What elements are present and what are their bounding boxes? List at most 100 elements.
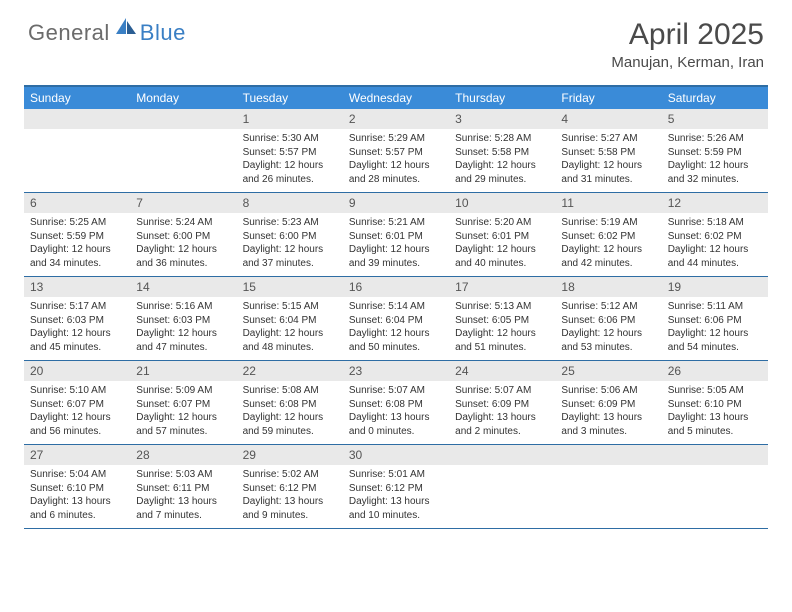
calendar-day: 23Sunrise: 5:07 AMSunset: 6:08 PMDayligh… <box>343 361 449 444</box>
day-number: 16 <box>343 277 449 297</box>
calendar-day: 26Sunrise: 5:05 AMSunset: 6:10 PMDayligh… <box>662 361 768 444</box>
calendar-day: 3Sunrise: 5:28 AMSunset: 5:58 PMDaylight… <box>449 109 555 192</box>
calendar-body: ..1Sunrise: 5:30 AMSunset: 5:57 PMDaylig… <box>24 109 768 529</box>
calendar-day-empty: . <box>662 445 768 528</box>
calendar-day: 20Sunrise: 5:10 AMSunset: 6:07 PMDayligh… <box>24 361 130 444</box>
calendar-day: 9Sunrise: 5:21 AMSunset: 6:01 PMDaylight… <box>343 193 449 276</box>
day-info: Sunrise: 5:15 AMSunset: 6:04 PMDaylight:… <box>237 297 343 354</box>
day-info: Sunrise: 5:17 AMSunset: 6:03 PMDaylight:… <box>24 297 130 354</box>
day-number: 17 <box>449 277 555 297</box>
day-info: Sunrise: 5:27 AMSunset: 5:58 PMDaylight:… <box>555 129 661 186</box>
day-info: Sunrise: 5:21 AMSunset: 6:01 PMDaylight:… <box>343 213 449 270</box>
day-info: Sunrise: 5:12 AMSunset: 6:06 PMDaylight:… <box>555 297 661 354</box>
weekday-label: Saturday <box>662 87 768 109</box>
day-number: . <box>555 445 661 465</box>
calendar-day: 16Sunrise: 5:14 AMSunset: 6:04 PMDayligh… <box>343 277 449 360</box>
calendar-day: 4Sunrise: 5:27 AMSunset: 5:58 PMDaylight… <box>555 109 661 192</box>
day-number: 6 <box>24 193 130 213</box>
day-number: . <box>130 109 236 129</box>
day-info: Sunrise: 5:28 AMSunset: 5:58 PMDaylight:… <box>449 129 555 186</box>
day-info: Sunrise: 5:11 AMSunset: 6:06 PMDaylight:… <box>662 297 768 354</box>
day-number: 28 <box>130 445 236 465</box>
day-number: 19 <box>662 277 768 297</box>
day-number: 12 <box>662 193 768 213</box>
weekday-label: Wednesday <box>343 87 449 109</box>
day-number: 24 <box>449 361 555 381</box>
day-number: . <box>24 109 130 129</box>
day-number: 8 <box>237 193 343 213</box>
day-number: . <box>449 445 555 465</box>
day-number: 14 <box>130 277 236 297</box>
day-number: 29 <box>237 445 343 465</box>
day-info: Sunrise: 5:08 AMSunset: 6:08 PMDaylight:… <box>237 381 343 438</box>
calendar-day: 7Sunrise: 5:24 AMSunset: 6:00 PMDaylight… <box>130 193 236 276</box>
logo-sail-icon <box>116 18 138 41</box>
calendar-day: 29Sunrise: 5:02 AMSunset: 6:12 PMDayligh… <box>237 445 343 528</box>
day-info: Sunrise: 5:16 AMSunset: 6:03 PMDaylight:… <box>130 297 236 354</box>
day-number: 4 <box>555 109 661 129</box>
calendar-day: 13Sunrise: 5:17 AMSunset: 6:03 PMDayligh… <box>24 277 130 360</box>
calendar-week: 27Sunrise: 5:04 AMSunset: 6:10 PMDayligh… <box>24 445 768 529</box>
calendar-day: 24Sunrise: 5:07 AMSunset: 6:09 PMDayligh… <box>449 361 555 444</box>
day-info: Sunrise: 5:05 AMSunset: 6:10 PMDaylight:… <box>662 381 768 438</box>
calendar-day: 8Sunrise: 5:23 AMSunset: 6:00 PMDaylight… <box>237 193 343 276</box>
calendar-day: 2Sunrise: 5:29 AMSunset: 5:57 PMDaylight… <box>343 109 449 192</box>
weekday-label: Tuesday <box>237 87 343 109</box>
day-info: Sunrise: 5:25 AMSunset: 5:59 PMDaylight:… <box>24 213 130 270</box>
logo: General Blue <box>28 18 186 47</box>
day-info: Sunrise: 5:20 AMSunset: 6:01 PMDaylight:… <box>449 213 555 270</box>
calendar-day: 1Sunrise: 5:30 AMSunset: 5:57 PMDaylight… <box>237 109 343 192</box>
day-number: 15 <box>237 277 343 297</box>
day-number: 26 <box>662 361 768 381</box>
calendar-day: 5Sunrise: 5:26 AMSunset: 5:59 PMDaylight… <box>662 109 768 192</box>
day-info: Sunrise: 5:30 AMSunset: 5:57 PMDaylight:… <box>237 129 343 186</box>
calendar-day: 28Sunrise: 5:03 AMSunset: 6:11 PMDayligh… <box>130 445 236 528</box>
weekday-label: Friday <box>555 87 661 109</box>
day-number: 23 <box>343 361 449 381</box>
day-info: Sunrise: 5:09 AMSunset: 6:07 PMDaylight:… <box>130 381 236 438</box>
calendar-day: 17Sunrise: 5:13 AMSunset: 6:05 PMDayligh… <box>449 277 555 360</box>
day-info: Sunrise: 5:02 AMSunset: 6:12 PMDaylight:… <box>237 465 343 522</box>
calendar-day: 6Sunrise: 5:25 AMSunset: 5:59 PMDaylight… <box>24 193 130 276</box>
day-info: Sunrise: 5:24 AMSunset: 6:00 PMDaylight:… <box>130 213 236 270</box>
calendar-day-empty: . <box>130 109 236 192</box>
calendar-day: 25Sunrise: 5:06 AMSunset: 6:09 PMDayligh… <box>555 361 661 444</box>
day-number: 11 <box>555 193 661 213</box>
location-text: Manujan, Kerman, Iran <box>611 54 764 71</box>
day-number: 27 <box>24 445 130 465</box>
day-number: 18 <box>555 277 661 297</box>
calendar-day-empty: . <box>555 445 661 528</box>
header: General Blue April 2025 Manujan, Kerman,… <box>0 0 792 77</box>
page-title: April 2025 <box>611 18 764 52</box>
day-info: Sunrise: 5:13 AMSunset: 6:05 PMDaylight:… <box>449 297 555 354</box>
day-number: 30 <box>343 445 449 465</box>
day-number: 3 <box>449 109 555 129</box>
day-number: 1 <box>237 109 343 129</box>
calendar: SundayMondayTuesdayWednesdayThursdayFrid… <box>24 85 768 529</box>
day-info: Sunrise: 5:07 AMSunset: 6:08 PMDaylight:… <box>343 381 449 438</box>
day-info: Sunrise: 5:04 AMSunset: 6:10 PMDaylight:… <box>24 465 130 522</box>
title-block: April 2025 Manujan, Kerman, Iran <box>611 18 764 71</box>
day-info: Sunrise: 5:29 AMSunset: 5:57 PMDaylight:… <box>343 129 449 186</box>
calendar-day: 30Sunrise: 5:01 AMSunset: 6:12 PMDayligh… <box>343 445 449 528</box>
calendar-day: 10Sunrise: 5:20 AMSunset: 6:01 PMDayligh… <box>449 193 555 276</box>
day-number: 5 <box>662 109 768 129</box>
day-number: 13 <box>24 277 130 297</box>
day-number: . <box>662 445 768 465</box>
calendar-day: 18Sunrise: 5:12 AMSunset: 6:06 PMDayligh… <box>555 277 661 360</box>
calendar-day: 14Sunrise: 5:16 AMSunset: 6:03 PMDayligh… <box>130 277 236 360</box>
weekday-label: Thursday <box>449 87 555 109</box>
day-info: Sunrise: 5:03 AMSunset: 6:11 PMDaylight:… <box>130 465 236 522</box>
day-info: Sunrise: 5:06 AMSunset: 6:09 PMDaylight:… <box>555 381 661 438</box>
day-info: Sunrise: 5:01 AMSunset: 6:12 PMDaylight:… <box>343 465 449 522</box>
weekday-label: Sunday <box>24 87 130 109</box>
day-info: Sunrise: 5:18 AMSunset: 6:02 PMDaylight:… <box>662 213 768 270</box>
day-info: Sunrise: 5:23 AMSunset: 6:00 PMDaylight:… <box>237 213 343 270</box>
day-number: 10 <box>449 193 555 213</box>
day-number: 20 <box>24 361 130 381</box>
day-info: Sunrise: 5:26 AMSunset: 5:59 PMDaylight:… <box>662 129 768 186</box>
weekday-header: SundayMondayTuesdayWednesdayThursdayFrid… <box>24 87 768 109</box>
day-info: Sunrise: 5:19 AMSunset: 6:02 PMDaylight:… <box>555 213 661 270</box>
calendar-week: 20Sunrise: 5:10 AMSunset: 6:07 PMDayligh… <box>24 361 768 445</box>
calendar-week: 13Sunrise: 5:17 AMSunset: 6:03 PMDayligh… <box>24 277 768 361</box>
